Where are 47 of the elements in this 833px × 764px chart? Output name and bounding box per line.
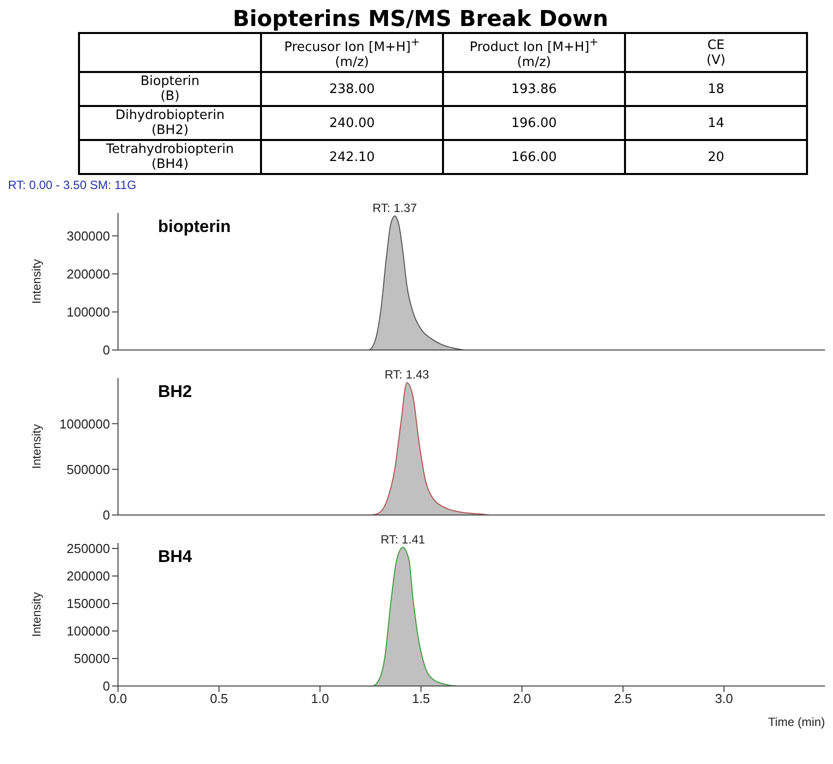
- y-tick-label: 0: [102, 342, 110, 358]
- text: Biopterin (B): [140, 74, 200, 104]
- y-tick-label: 100000: [66, 624, 110, 639]
- text: 14: [708, 116, 724, 131]
- text: 18: [708, 82, 724, 97]
- y-tick-label: 0: [102, 678, 110, 694]
- text: 238.00: [329, 82, 375, 97]
- y-tick-label: 150000: [66, 596, 110, 612]
- y-tick-label: 0: [102, 508, 110, 523]
- text: Tetrahydrobiopterin (BH4): [106, 142, 234, 172]
- x-tick-label: 3.0: [714, 692, 734, 707]
- text: BH4: [158, 547, 192, 568]
- text: 166.00: [511, 150, 557, 165]
- y-axis-title: Intensity: [29, 424, 44, 470]
- x-tick-label: 2.0: [512, 692, 532, 707]
- x-tick-label: 1.0: [310, 692, 330, 707]
- text: 20: [708, 150, 724, 165]
- y-tick-label: 300000: [66, 228, 110, 244]
- text: Dihydrobiopterin (BH2): [115, 108, 225, 138]
- y-tick-label: 100000: [66, 304, 110, 320]
- annotation: RT: 1.41: [380, 532, 426, 547]
- text: BH2: [158, 382, 192, 402]
- annotation: RT: 1.43: [384, 368, 430, 382]
- y-tick-label: 250000: [66, 541, 110, 556]
- y-tick-label: 1000000: [59, 416, 110, 432]
- y-tick-label: 500000: [66, 462, 110, 478]
- x-tick-label: 2.5: [614, 692, 632, 707]
- text: 242.10: [329, 150, 375, 165]
- text: CE (V): [706, 38, 726, 68]
- y-tick-label: 50000: [74, 651, 110, 666]
- y-axis-title: Intensity: [29, 592, 44, 638]
- x-tick-label: 1.5: [412, 692, 430, 707]
- x-axis-title: Time (min): [768, 715, 825, 730]
- text: 240.00: [329, 116, 375, 131]
- y-tick-label: 200000: [66, 266, 110, 282]
- y-tick-label: 200000: [66, 568, 110, 584]
- x-tick-label: 0.0: [108, 692, 128, 707]
- text: Product Ion [M+H]$^{+}$ (m/z): [470, 36, 598, 70]
- text: 193.86: [511, 82, 557, 97]
- chart-subtitle: RT: 0.00 - 3.50 SM: 11G: [8, 177, 138, 194]
- text: Precusor Ion [M+H]$^{+}$ (m/z): [284, 36, 420, 70]
- text: biopterin: [158, 217, 231, 238]
- y-axis-title: Intensity: [29, 259, 44, 304]
- annotation: RT: 1.37: [372, 201, 418, 216]
- x-tick-label: 0.5: [210, 692, 228, 707]
- text: 196.00: [511, 116, 557, 131]
- text: Biopterins MS/MS Break Down: [232, 7, 610, 32]
